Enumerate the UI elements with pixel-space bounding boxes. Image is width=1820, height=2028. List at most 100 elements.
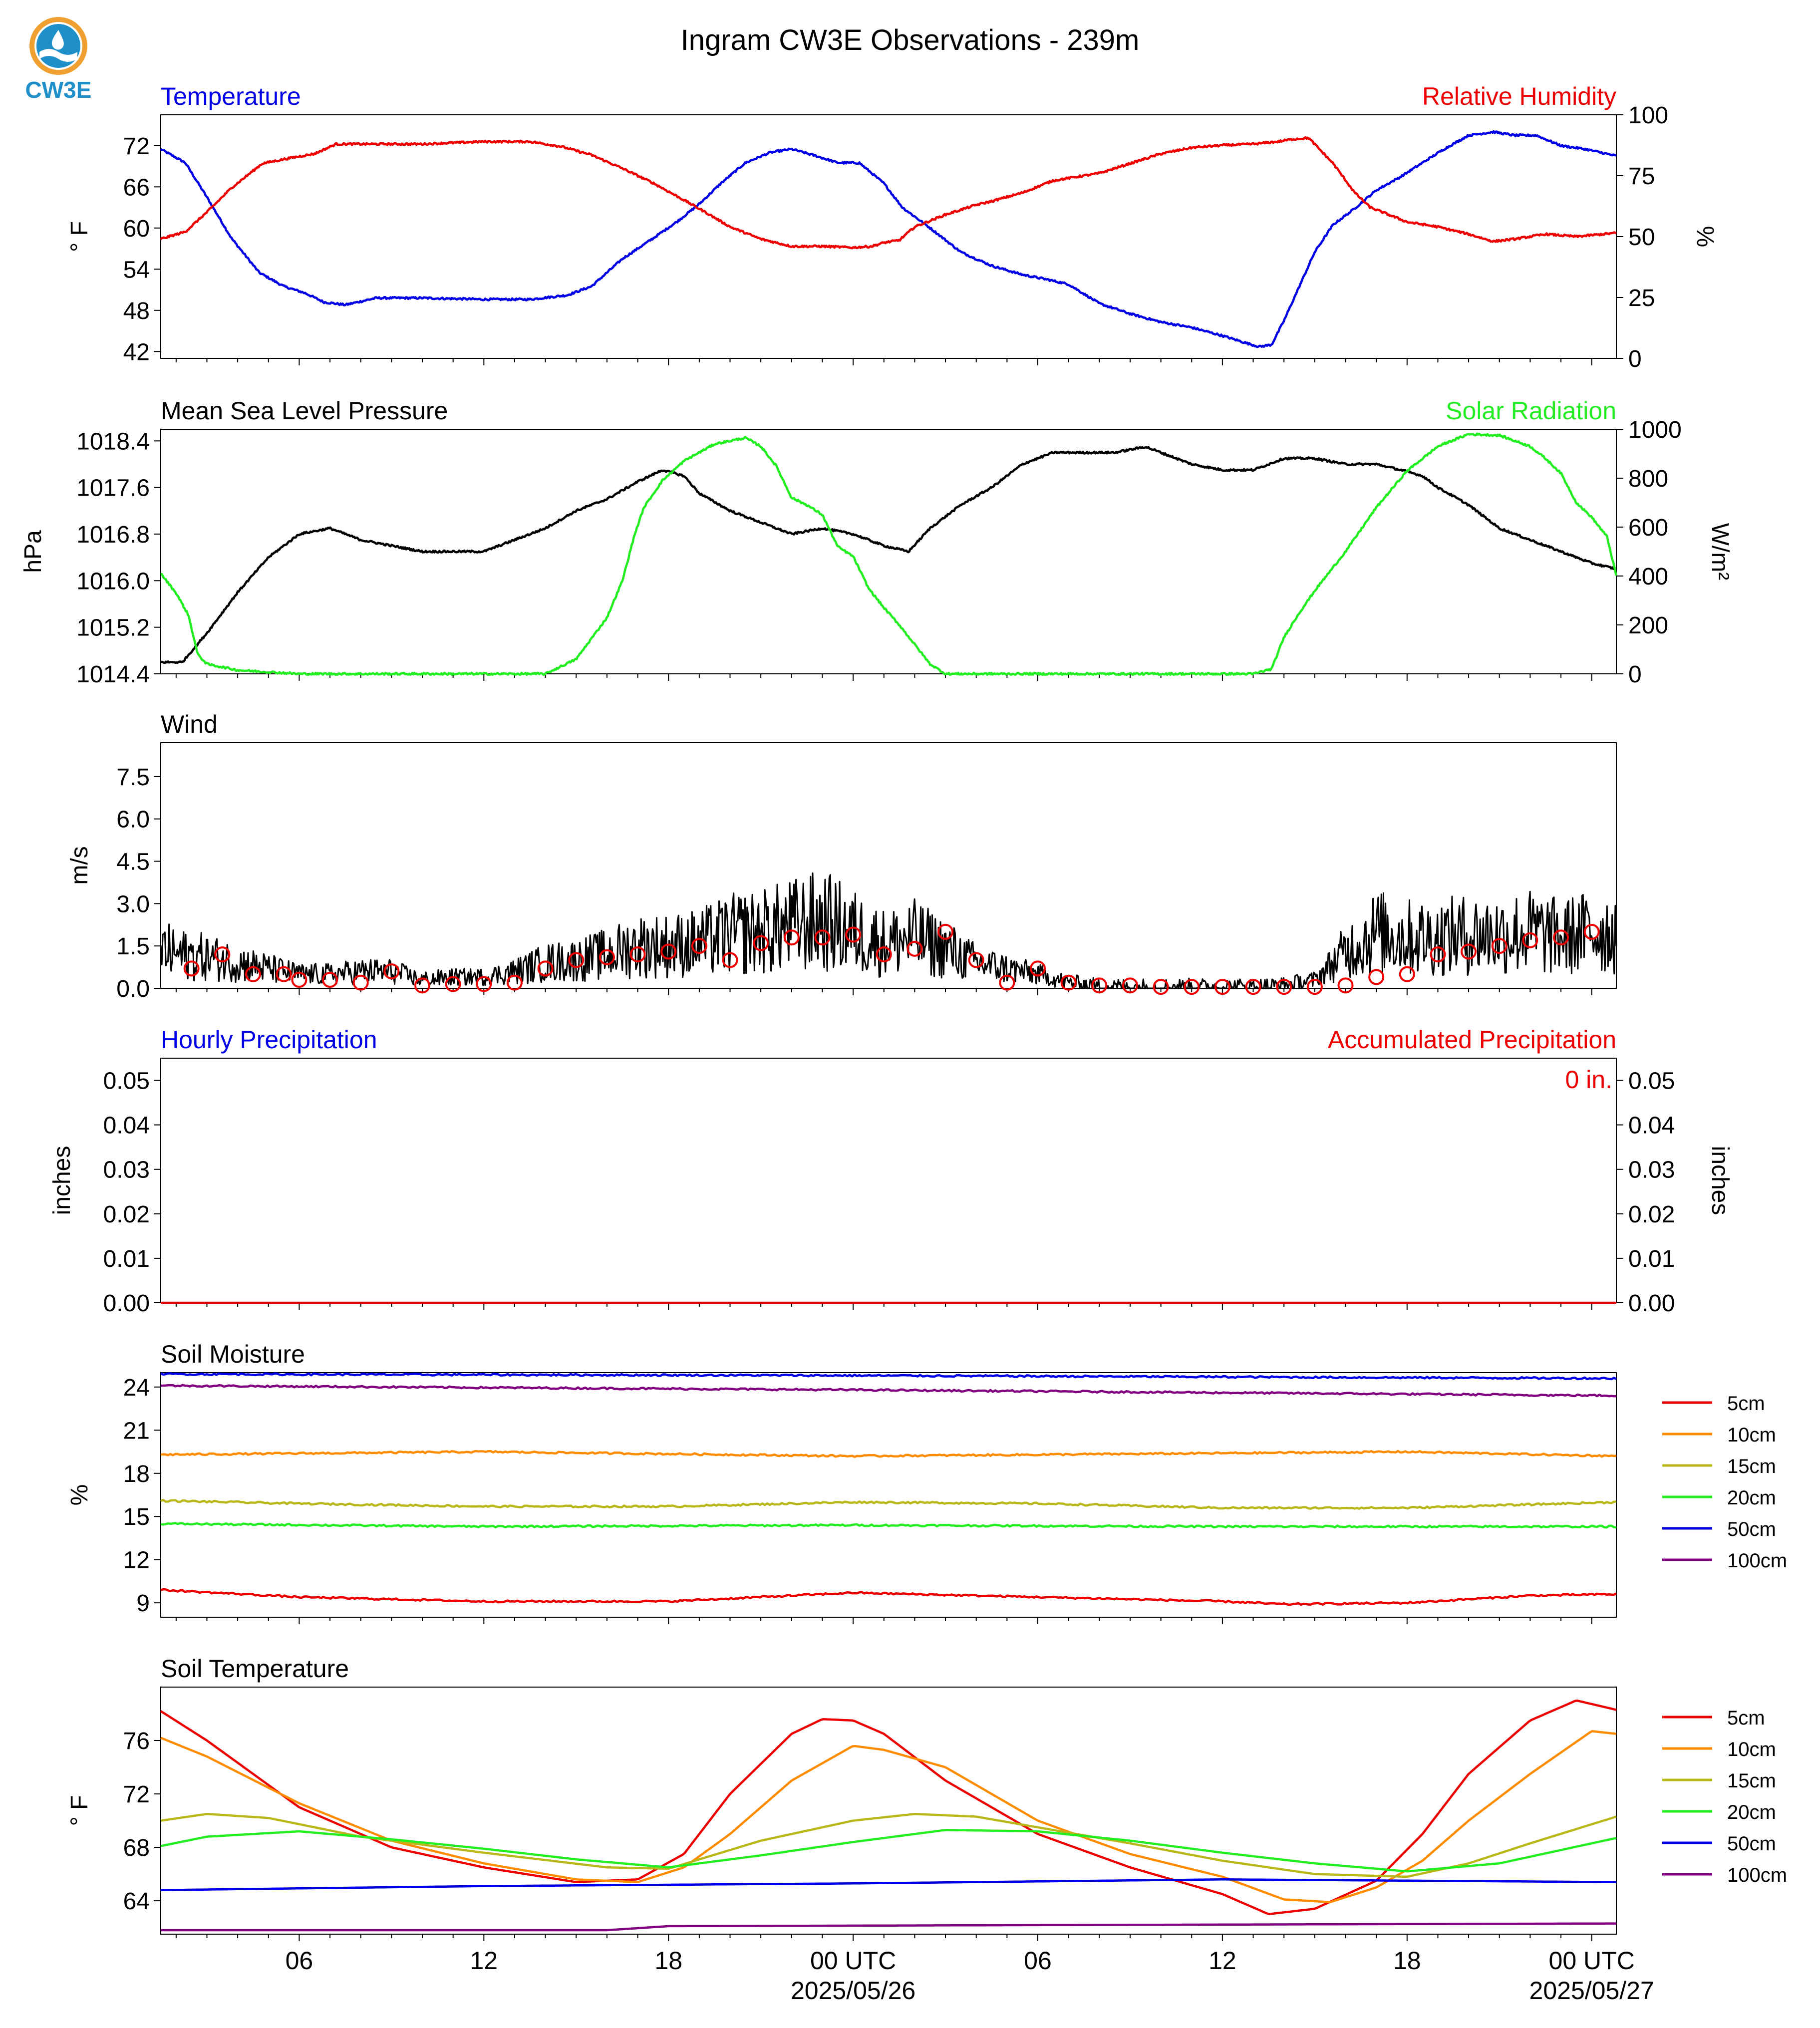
wind-gust-marker bbox=[1337, 977, 1354, 994]
panel-soil_moisture: Soil Moisture 9 12 15 18 21 24% 5cm 10cm 15cm 20cm… bbox=[66, 1340, 1787, 1624]
wind-gust-marker bbox=[876, 946, 892, 963]
y-tick-label: 12 bbox=[123, 1547, 150, 1574]
wind-gust-marker bbox=[322, 972, 338, 988]
wind-gust-marker bbox=[753, 935, 769, 951]
series-line-10cm bbox=[160, 1449, 1616, 1458]
y2-tick-label: 600 bbox=[1628, 515, 1668, 541]
y-axis-label: % bbox=[66, 1484, 93, 1506]
plot-frame bbox=[160, 1687, 1617, 1935]
y-tick-label: 66 bbox=[123, 174, 150, 201]
y2-tick-label: 0.01 bbox=[1628, 1246, 1675, 1272]
series-line-50cm bbox=[160, 1372, 1617, 1381]
wind-gust-marker bbox=[214, 946, 231, 963]
y-tick-label: 64 bbox=[123, 1888, 150, 1915]
y-tick-label: 1016.8 bbox=[76, 522, 150, 548]
plot-frame bbox=[160, 429, 1617, 674]
wind-gust-marker bbox=[1245, 979, 1261, 995]
panel-soil_temperature: Soil Temperature 64 68 72 76 ° F 5cm 10cm 15cm 20… bbox=[66, 1655, 1787, 1941]
legend-label: 100cm bbox=[1727, 1550, 1787, 1572]
wind-gust-marker bbox=[691, 938, 707, 954]
y-axis-label: ° F bbox=[66, 1795, 93, 1826]
legend-label: 10cm bbox=[1727, 1424, 1776, 1446]
panel-title-left: Wind bbox=[161, 710, 218, 738]
wind-gust-marker bbox=[414, 977, 431, 994]
wind-gust-marker bbox=[1153, 979, 1169, 995]
y-tick-label: 0.0 bbox=[116, 976, 150, 1002]
wind-gust-marker bbox=[814, 929, 831, 946]
wind-gust-marker bbox=[660, 943, 677, 960]
wind-gust-marker bbox=[352, 974, 369, 991]
wind-gust-marker bbox=[1399, 966, 1415, 982]
x-tick-label: 12 bbox=[1209, 1947, 1236, 1975]
y-tick-label: 21 bbox=[123, 1418, 150, 1444]
series-line-5cm bbox=[160, 1700, 1617, 1915]
wind-gust-marker bbox=[968, 952, 984, 968]
y-tick-label: 72 bbox=[123, 1781, 150, 1808]
wind-gust-marker bbox=[1091, 977, 1108, 994]
y2-axis-label: % bbox=[1692, 226, 1718, 248]
wind-gust-marker bbox=[383, 963, 400, 980]
panel-title-right: Solar Radiation bbox=[1446, 397, 1616, 425]
y-tick-label: 1015.2 bbox=[76, 615, 150, 641]
y2-tick-label: 1000 bbox=[1628, 417, 1682, 443]
precip-total-annotation: 0 in. bbox=[1565, 1066, 1612, 1094]
wind-gust-marker bbox=[506, 974, 523, 991]
legend-label: 5cm bbox=[1727, 1393, 1765, 1415]
legend-label: 20cm bbox=[1727, 1801, 1776, 1823]
y2-tick-label: 0 bbox=[1628, 661, 1642, 688]
y-tick-label: 0.05 bbox=[103, 1068, 150, 1095]
wind-gust-marker bbox=[1184, 979, 1200, 995]
legend-label: 10cm bbox=[1727, 1738, 1776, 1760]
wind-gust-marker bbox=[1060, 974, 1077, 991]
wind-gust-marker bbox=[476, 976, 492, 992]
logo-text: CW3E bbox=[25, 77, 92, 103]
y2-tick-label: 200 bbox=[1628, 612, 1668, 639]
wind-gust-marker bbox=[183, 960, 200, 977]
wind-gust-marker bbox=[907, 940, 923, 957]
series-line-15cm bbox=[160, 1812, 1617, 1878]
y-tick-label: 18 bbox=[123, 1461, 150, 1487]
wind-gust-marker bbox=[629, 946, 646, 963]
series-line-relative-humidity bbox=[160, 136, 1617, 250]
y-axis-label: hPa bbox=[20, 530, 46, 573]
legend-label: 15cm bbox=[1727, 1455, 1776, 1477]
wind-gust-marker bbox=[245, 966, 261, 982]
y-tick-label: 1018.4 bbox=[76, 428, 150, 455]
legend-label: 50cm bbox=[1727, 1518, 1776, 1540]
panel-title-left: Soil Temperature bbox=[161, 1655, 349, 1683]
panel-precip: Hourly Precipitation Accumulated Precipit… bbox=[49, 1026, 1733, 1317]
y-tick-label: 72 bbox=[123, 133, 150, 160]
wind-gust-marker bbox=[1553, 929, 1569, 946]
wind-gust-marker bbox=[1306, 979, 1323, 995]
x-tick-label: 06 bbox=[1024, 1947, 1052, 1975]
wind-gust-marker bbox=[568, 952, 585, 968]
y2-tick-label: 100 bbox=[1628, 102, 1668, 129]
y2-axis-label: W/m² bbox=[1707, 523, 1733, 580]
series-line-15cm bbox=[160, 1498, 1617, 1510]
plot-frame bbox=[160, 1372, 1617, 1618]
wind-gust-marker bbox=[999, 974, 1015, 991]
wind-gust-marker bbox=[1276, 979, 1292, 995]
series-line-mean-sea-level-pressure bbox=[160, 446, 1617, 664]
legend-label: 100cm bbox=[1727, 1864, 1787, 1886]
y-tick-label: 24 bbox=[123, 1375, 150, 1401]
series-line-5cm bbox=[160, 1588, 1617, 1606]
x-date-label: 2025/05/27 bbox=[1529, 1977, 1654, 2005]
series-line-solar-radiation bbox=[160, 432, 1618, 676]
y-tick-label: 3.0 bbox=[116, 891, 150, 917]
y-tick-label: 6.0 bbox=[116, 807, 150, 833]
y-tick-label: 7.5 bbox=[116, 764, 150, 791]
panel-title-right: Accumulated Precipitation bbox=[1328, 1026, 1616, 1054]
y-tick-label: 1016.0 bbox=[76, 568, 150, 594]
y-tick-label: 60 bbox=[123, 216, 150, 242]
y2-tick-label: 75 bbox=[1628, 163, 1655, 190]
wind-gust-marker bbox=[1214, 979, 1230, 995]
y-tick-label: 0.02 bbox=[103, 1201, 150, 1228]
wind-gust-marker bbox=[445, 976, 461, 992]
y2-tick-label: 800 bbox=[1628, 466, 1668, 492]
panel-title-left: Soil Moisture bbox=[161, 1340, 305, 1368]
cw3e-logo: CW3E bbox=[25, 17, 92, 103]
y-tick-label: 1.5 bbox=[116, 933, 150, 960]
y-axis-label: m/s bbox=[66, 846, 93, 884]
y-tick-label: 4.5 bbox=[116, 849, 150, 875]
